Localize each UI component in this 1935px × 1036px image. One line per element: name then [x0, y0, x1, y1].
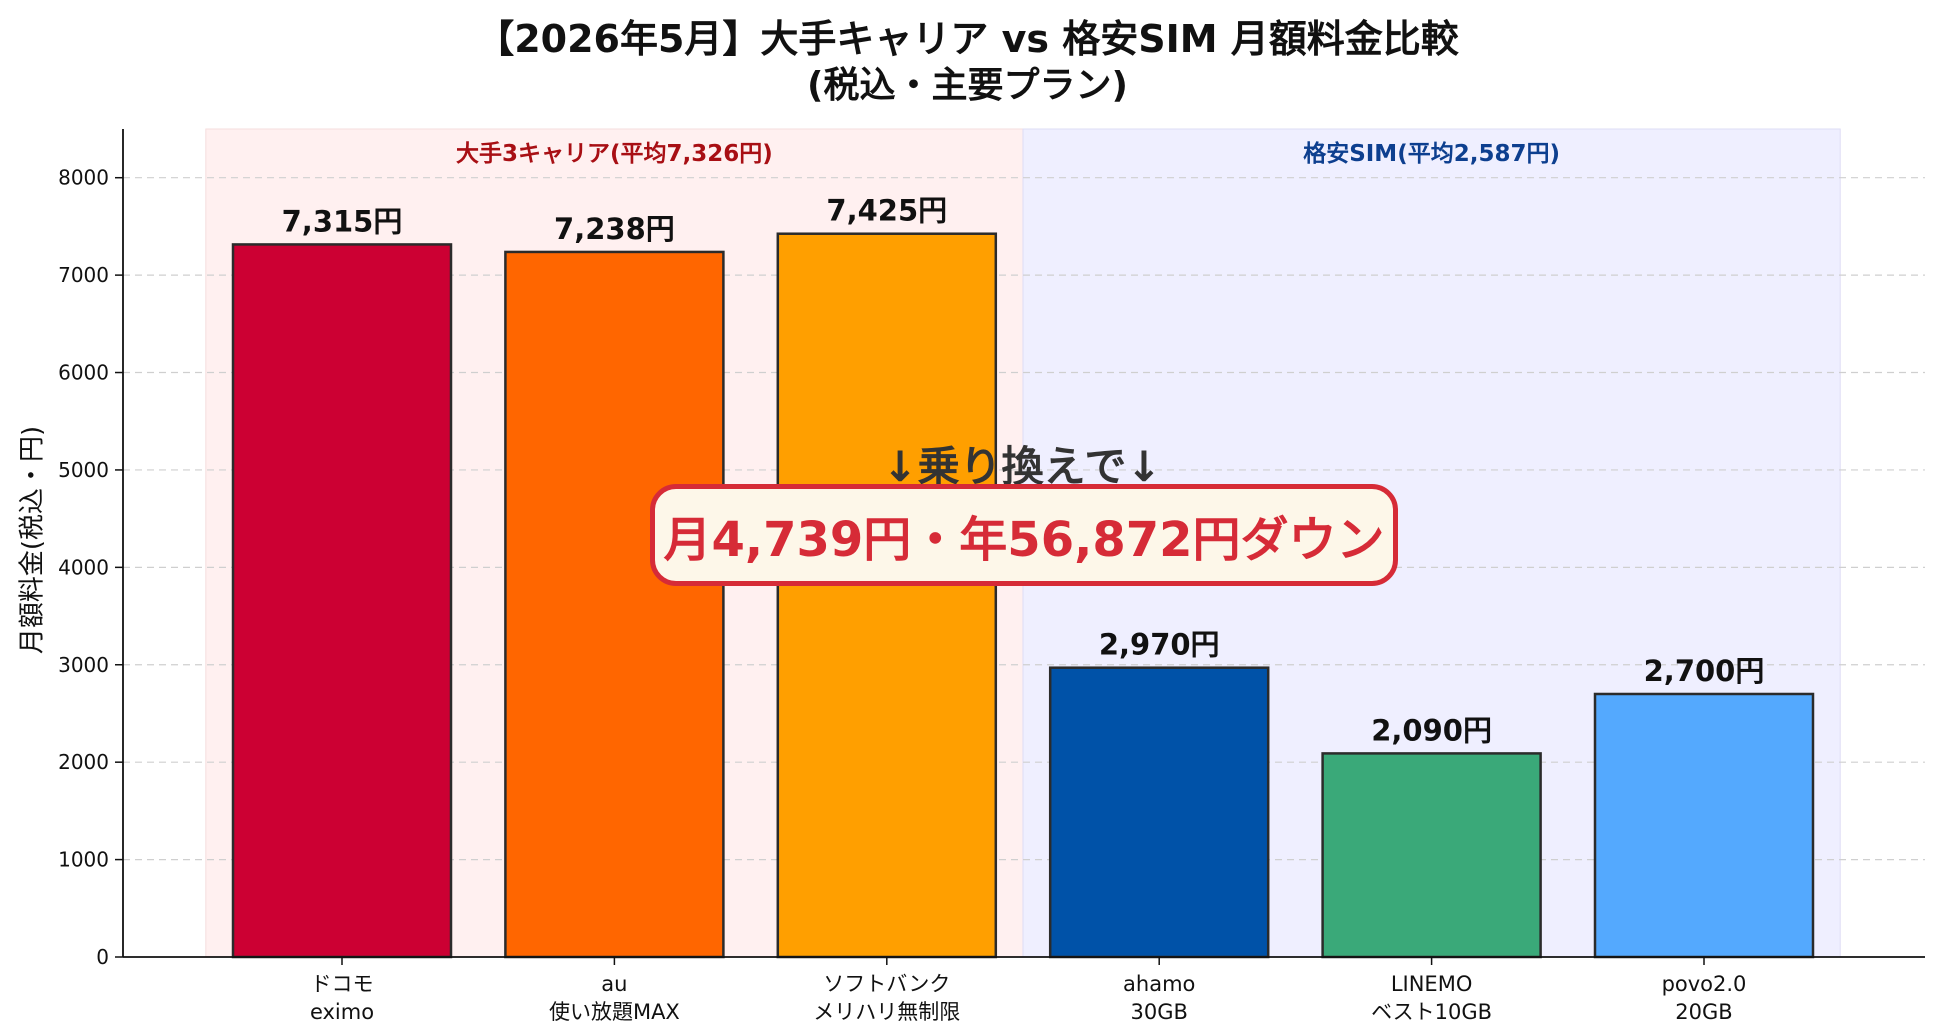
switch-callout: ↓乗り換えで↓: [882, 442, 1162, 491]
bar: [776, 232, 998, 959]
savings-box: 月4,739円・年56,872円ダウン: [650, 484, 1398, 586]
chart-subtitle: (税込・主要プラン): [807, 65, 1128, 106]
x-tick-label: メリハリ無制限: [813, 1000, 960, 1024]
x-tick-label: eximo: [310, 1000, 374, 1024]
x-tick-label: ドコモ: [311, 972, 374, 996]
x-tick-label: ソフトバンク: [823, 972, 950, 996]
y-tick-label: 6000: [58, 361, 109, 385]
data-label: 2,700円: [1644, 654, 1765, 688]
y-tick-label: 7000: [58, 263, 109, 287]
bar: [231, 243, 453, 959]
data-label: 7,425円: [826, 194, 947, 228]
y-tick-label: 5000: [58, 458, 109, 482]
x-tick-label: 30GB: [1130, 1000, 1187, 1024]
y-tick-label: 8000: [58, 166, 109, 190]
group-label-0: 大手3キャリア(平均7,326円): [456, 140, 773, 167]
x-tick-label: 使い放題MAX: [549, 1000, 680, 1024]
y-tick-label: 4000: [58, 555, 109, 579]
y-tick-label: 1000: [58, 848, 109, 872]
y-tick-label: 2000: [58, 750, 109, 774]
data-label: 7,315円: [282, 204, 403, 238]
bar: [1593, 692, 1815, 959]
y-tick-label: 3000: [58, 653, 109, 677]
data-label: 2,970円: [1099, 628, 1220, 662]
x-tick-label: povo2.0: [1662, 972, 1747, 996]
x-tick-label: au: [601, 972, 627, 996]
group-label-1: 格安SIM(平均2,587円): [1303, 140, 1560, 167]
y-tick-label: 0: [96, 945, 109, 969]
chart-title: 【2026年5月】大手キャリア vs 格安SIM 月額料金比較: [476, 17, 1459, 61]
x-tick-label: ahamo: [1123, 972, 1195, 996]
x-tick-label: 20GB: [1675, 1000, 1732, 1024]
x-tick-label: LINEMO: [1391, 972, 1473, 996]
data-label: 7,238円: [554, 212, 675, 246]
savings-text: 月4,739円・年56,872円ダウン: [663, 512, 1385, 568]
data-label: 2,090円: [1371, 713, 1492, 747]
bar: [1321, 752, 1542, 959]
bar: [1048, 666, 1270, 959]
x-tick-label: ベスト10GB: [1371, 1000, 1492, 1024]
bar: [504, 250, 725, 959]
